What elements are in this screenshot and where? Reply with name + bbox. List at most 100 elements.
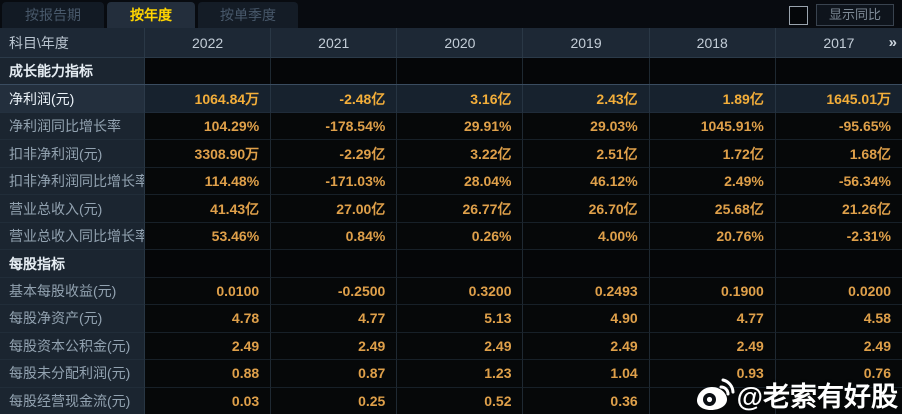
row-label: 营业总收入(元) [0,195,145,223]
cell: 25.68亿 [649,195,776,223]
cell [649,250,776,278]
row-label: 净利润(元) [0,85,145,113]
cell: 27.00亿 [271,195,398,223]
cell: 46.12% [523,167,650,196]
cell: 28.04% [397,167,524,196]
cell: 1064.84万 [145,85,272,113]
cell: 1.68亿 [775,140,902,168]
cell: 0.1900 [649,277,776,306]
table-row: 扣非净利润同比增长率 114.48% -171.03% 28.04% 46.12% 2.4… [0,167,902,196]
cell: 1645.01万 [775,85,902,113]
cell: -95.65% [775,112,902,141]
row-label: 每股未分配利润(元) [0,360,145,388]
row-label: 每股净资产(元) [0,305,145,333]
cell: 0.0100 [145,277,272,306]
cell [397,250,524,278]
cell: 3308.90万 [145,140,272,168]
cell: 1.23 [397,360,524,388]
header-year: 2022 [145,28,272,57]
cell: 4.00% [523,222,650,251]
cell: 0.26% [397,222,524,251]
cell [271,250,398,278]
more-years-icon[interactable]: » [888,34,897,51]
cell [271,58,398,86]
cell: 0.3200 [397,277,524,306]
header-corner-label: 科目\年度 [0,28,145,57]
cell: 0.2493 [523,277,650,306]
cell [775,58,902,86]
cell: 114.48% [145,167,272,196]
cell: 3.16亿 [397,85,524,113]
cell: 1.04 [523,360,650,388]
cell: 2.49 [649,332,776,361]
cell: 4.78 [145,305,272,333]
cell [775,250,902,278]
cell [145,250,272,278]
cell: 53.46% [145,222,272,251]
table-row: 基本每股收益(元) 0.0100 -0.2500 0.3200 0.2493 0.1900… [0,277,902,306]
cell [523,58,650,86]
cell: 0.88 [145,360,272,388]
cell: -2.31% [775,222,902,251]
cell: -2.48亿 [271,85,398,113]
row-label: 基本每股收益(元) [0,277,145,306]
tab-by-quarter[interactable]: 按单季度 [198,2,298,28]
cell: 0.25 [271,387,398,414]
cell: 2.49 [397,332,524,361]
cell: 4.77 [271,305,398,333]
cell: 5.13 [397,305,524,333]
cell: 0.76 [775,360,902,388]
cell: 41.43亿 [145,195,272,223]
cell: 1.89亿 [649,85,776,113]
cell: -178.54% [271,112,398,141]
cell: 2.49 [775,332,902,361]
header-year: 2017» [823,34,897,51]
cell: -2.29亿 [271,140,398,168]
row-label: 净利润同比增长率 [0,112,145,141]
cell: 26.77亿 [397,195,524,223]
table-body: 成长能力指标 净利润(元) 1064.84万 -2.48亿 3.16亿 2.43亿 1.89… [0,58,902,414]
show-yoy-checkbox[interactable] [788,5,808,25]
cell [775,387,902,414]
cell: -171.03% [271,167,398,196]
tab-by-report-period[interactable]: 按报告期 [2,2,104,28]
table-row: 扣非净利润(元) 3308.90万 -2.29亿 3.22亿 2.51亿 1.72亿 1.6… [0,140,902,168]
cell: 2.49 [523,332,650,361]
cell: 2.49 [271,332,398,361]
cell: -0.2500 [271,277,398,306]
yoy-controls: 显示同比 [788,4,894,26]
table-header-row: 科目\年度 2022 2021 2020 2019 2018 2017» [0,28,902,58]
row-label: 成长能力指标 [0,58,145,86]
show-yoy-label[interactable]: 显示同比 [815,4,894,26]
row-label: 每股资本公积金(元) [0,332,145,361]
cell: 20.76% [649,222,776,251]
cell [523,250,650,278]
cell: 3.22亿 [397,140,524,168]
cell: 2.51亿 [523,140,650,168]
table-row: 每股经营现金流(元) 0.03 0.25 0.52 0.36 [0,387,902,414]
cell: 0.93 [649,360,776,388]
cell [145,58,272,86]
row-label: 扣非净利润(元) [0,140,145,168]
cell: 0.0200 [775,277,902,306]
cell: 2.49 [145,332,272,361]
cell [397,58,524,86]
header-year: 2019 [523,28,650,57]
table-row: 每股未分配利润(元) 0.88 0.87 1.23 1.04 0.93 0.76 [0,360,902,388]
cell: 4.77 [649,305,776,333]
cell: 21.26亿 [775,195,902,223]
cell: 4.58 [775,305,902,333]
cell: 26.70亿 [523,195,650,223]
cell: 0.84% [271,222,398,251]
row-label: 扣非净利润同比增长率 [0,167,145,196]
cell [649,58,776,86]
header-year: 2021 [271,28,398,57]
tab-by-year[interactable]: 按年度 [107,2,195,28]
cell: 29.91% [397,112,524,141]
cell: 0.03 [145,387,272,414]
section-row: 每股指标 [0,250,902,278]
cell: 1.72亿 [649,140,776,168]
cell: 104.29% [145,112,272,141]
cell: 0.36 [523,387,650,414]
